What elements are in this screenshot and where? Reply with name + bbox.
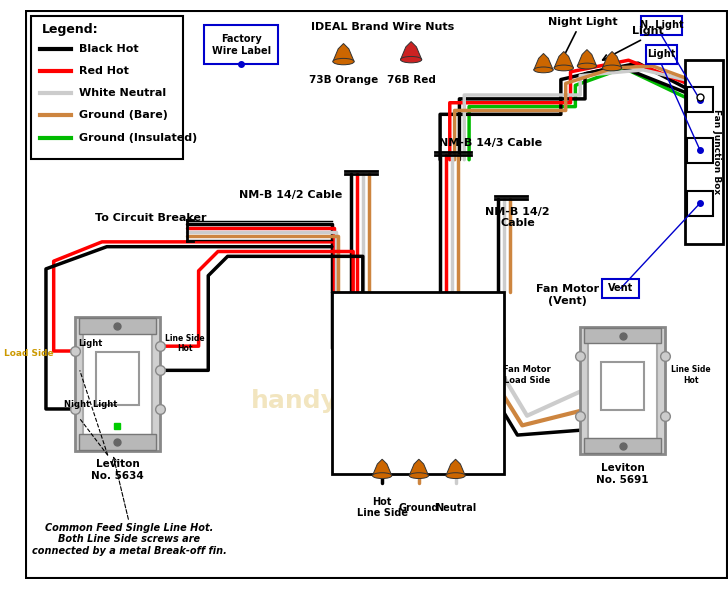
FancyBboxPatch shape (684, 60, 723, 244)
Text: Line Side
Hot: Line Side Hot (165, 333, 205, 353)
Text: Light: Light (647, 49, 676, 59)
Ellipse shape (333, 58, 354, 65)
Polygon shape (446, 459, 465, 476)
Polygon shape (400, 42, 422, 59)
Polygon shape (373, 459, 392, 476)
Text: Ground (Insulated): Ground (Insulated) (79, 133, 197, 143)
Polygon shape (554, 51, 574, 68)
Text: IDEAL Brand Wire Nuts: IDEAL Brand Wire Nuts (311, 22, 454, 32)
Ellipse shape (577, 63, 597, 69)
FancyBboxPatch shape (75, 317, 160, 451)
FancyBboxPatch shape (96, 352, 139, 405)
Polygon shape (602, 51, 622, 68)
FancyBboxPatch shape (646, 45, 677, 64)
FancyBboxPatch shape (31, 16, 183, 159)
Polygon shape (577, 49, 597, 66)
Text: 76B Red: 76B Red (387, 75, 435, 85)
Text: NM-B 14/3 Cable: NM-B 14/3 Cable (439, 138, 542, 148)
FancyBboxPatch shape (79, 434, 156, 449)
Text: Light: Light (632, 27, 664, 37)
Text: Hot
Line Side: Hot Line Side (357, 497, 408, 518)
Polygon shape (333, 44, 354, 62)
FancyBboxPatch shape (601, 362, 644, 410)
Text: 73B Orange: 73B Orange (309, 75, 378, 85)
Ellipse shape (554, 65, 574, 71)
Text: handymanno.com: handymanno.com (251, 389, 502, 413)
Text: Fan Junction Box: Fan Junction Box (712, 110, 721, 194)
FancyBboxPatch shape (83, 333, 152, 435)
Ellipse shape (534, 67, 553, 73)
FancyBboxPatch shape (332, 292, 504, 474)
Text: N. Light: N. Light (639, 21, 683, 31)
FancyBboxPatch shape (687, 137, 713, 163)
Text: Ground: Ground (399, 502, 439, 512)
Text: Vent: Vent (608, 283, 633, 293)
FancyBboxPatch shape (584, 328, 661, 343)
Ellipse shape (602, 65, 622, 71)
FancyBboxPatch shape (205, 25, 278, 64)
Ellipse shape (409, 473, 429, 478)
Text: Ground (Bare): Ground (Bare) (79, 110, 167, 120)
Text: Night Light: Night Light (64, 400, 117, 409)
Text: Factory
Wire Label: Factory Wire Label (212, 34, 271, 55)
Polygon shape (534, 54, 553, 70)
FancyBboxPatch shape (580, 327, 665, 454)
FancyBboxPatch shape (588, 342, 657, 439)
FancyBboxPatch shape (687, 87, 713, 112)
Ellipse shape (446, 473, 465, 478)
Text: Legend:: Legend: (42, 23, 99, 36)
FancyBboxPatch shape (584, 438, 661, 454)
Text: Leviton
No. 5634: Leviton No. 5634 (91, 459, 144, 481)
Ellipse shape (373, 473, 392, 478)
Ellipse shape (400, 57, 422, 63)
Text: NM-B 14/2 Cable: NM-B 14/2 Cable (239, 190, 342, 200)
Text: To Circuit Breaker: To Circuit Breaker (95, 213, 206, 223)
Text: Night Light: Night Light (548, 16, 618, 27)
FancyBboxPatch shape (602, 279, 639, 298)
Text: White Neutral: White Neutral (79, 88, 166, 98)
Text: Red Hot: Red Hot (79, 66, 129, 76)
Text: Line Side
Hot: Line Side Hot (671, 365, 711, 385)
FancyBboxPatch shape (641, 16, 681, 35)
Text: Light: Light (78, 339, 103, 348)
Polygon shape (409, 459, 429, 476)
FancyBboxPatch shape (687, 191, 713, 216)
FancyBboxPatch shape (79, 318, 156, 333)
Text: Black Hot: Black Hot (79, 44, 138, 54)
Text: Common Feed Single Line Hot.
Both Line Side screws are
connected by a metal Brea: Common Feed Single Line Hot. Both Line S… (31, 523, 226, 556)
Text: Load Side: Load Side (4, 349, 54, 359)
Text: Neutral: Neutral (435, 502, 476, 512)
Text: Fan Motor
(Vent): Fan Motor (Vent) (536, 284, 599, 306)
Text: NM-B 14/2
Cable: NM-B 14/2 Cable (485, 207, 550, 229)
Text: Fan Motor
Load Side: Fan Motor Load Side (504, 365, 551, 385)
Text: Leviton
No. 5691: Leviton No. 5691 (596, 463, 649, 485)
